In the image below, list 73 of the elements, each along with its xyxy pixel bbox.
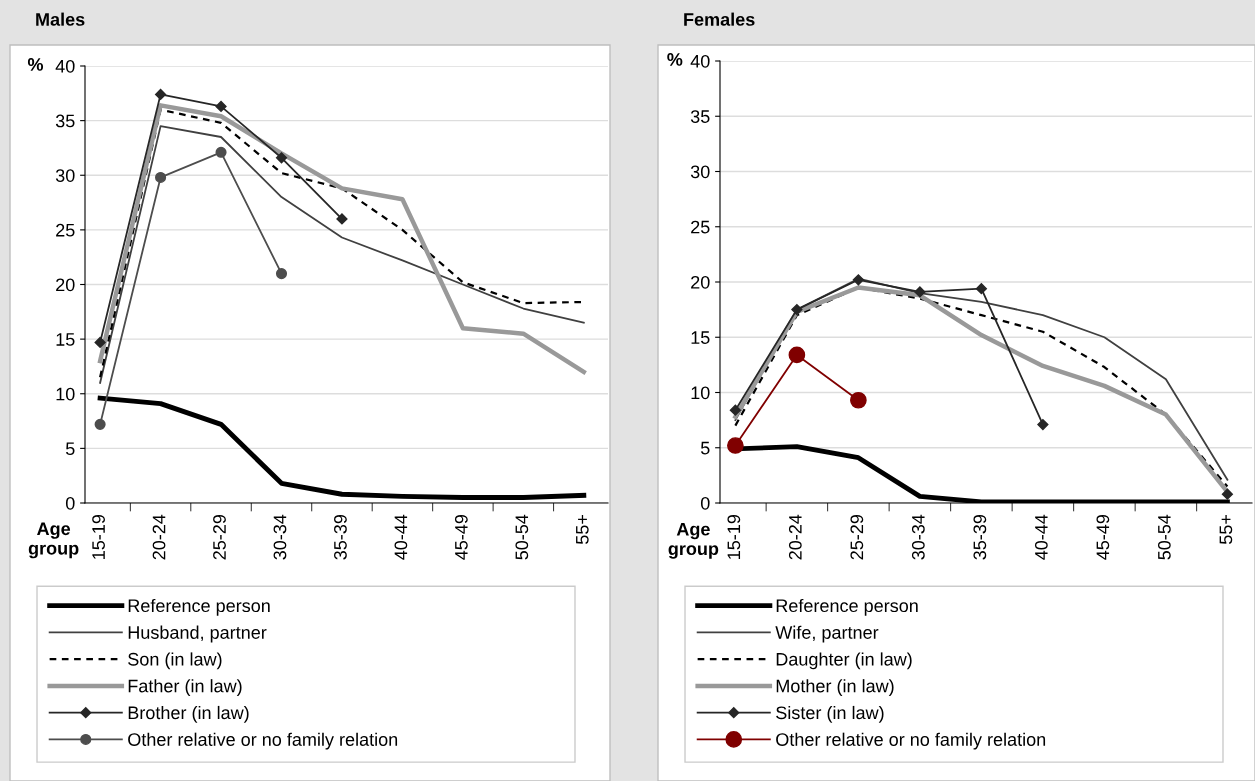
- point: [1037, 418, 1049, 431]
- x-tick-label: 35-39: [334, 514, 347, 560]
- legend-label: Other relative or no family relation: [128, 732, 398, 750]
- y-tick-label: 35: [690, 110, 710, 123]
- y-tick-label: 0: [65, 496, 75, 510]
- point: [154, 88, 167, 101]
- y-tick-label: 5: [65, 442, 75, 456]
- point: [1221, 488, 1234, 500]
- x-axis-title: Age group: [668, 522, 719, 559]
- y-axis-title: %: [667, 53, 683, 66]
- x-tick-label: 15-19: [727, 514, 741, 559]
- x-tick-label: 30-34: [911, 514, 925, 560]
- x-tick-label: 15-19: [92, 514, 105, 559]
- y-tick-label: 0: [700, 496, 710, 510]
- point: [94, 336, 106, 349]
- x-tick-label: 40-44: [1034, 514, 1048, 560]
- legend-label: Brother (in law): [128, 705, 249, 723]
- x-tick-label: 25-29: [213, 514, 226, 560]
- chart-title: Females: [684, 12, 755, 26]
- x-tick-label: 55+: [1219, 515, 1233, 545]
- legend-label: Sister (in law): [776, 705, 884, 723]
- legend-label: Reference person: [776, 598, 918, 616]
- legend-label: Son (in law): [128, 652, 222, 670]
- x-tick-label: 20-24: [152, 514, 166, 560]
- legend-label: Father (in law): [128, 679, 242, 696]
- point: [791, 304, 803, 316]
- x-tick-label: 50-54: [515, 514, 529, 560]
- x-tick-label: 20-24: [788, 514, 802, 560]
- y-tick-label: 10: [691, 386, 710, 400]
- y-tick-label: 5: [700, 441, 710, 455]
- x-tick-label: 45-49: [1096, 514, 1110, 560]
- point: [850, 391, 867, 409]
- y-axis-title: %: [27, 58, 44, 71]
- point: [94, 418, 106, 430]
- y-tick-label: 25: [56, 223, 75, 237]
- x-tick-label: 50-54: [1157, 514, 1171, 560]
- y-tick-label: 20: [56, 278, 75, 292]
- chart-title: Males: [36, 12, 85, 26]
- y-tick-label: 40: [55, 59, 75, 73]
- y-tick-label: 30: [55, 169, 75, 182]
- x-axis-title: Age group: [28, 522, 79, 559]
- y-tick-label: 15: [56, 333, 75, 346]
- x-tick-label: 55+: [576, 515, 589, 545]
- point: [155, 171, 167, 183]
- legend-label: Mother (in law): [776, 679, 894, 696]
- point: [788, 346, 806, 364]
- y-tick-label: 10: [56, 387, 75, 401]
- line-series: [97, 395, 587, 500]
- point: [215, 146, 227, 158]
- legend-label: Daughter (in law): [776, 652, 912, 670]
- point: [275, 268, 288, 280]
- x-tick-label: 25-29: [850, 514, 864, 560]
- point: [727, 437, 744, 454]
- point: [852, 274, 864, 286]
- point: [914, 286, 926, 298]
- x-tick-label: 30-34: [273, 514, 287, 560]
- x-tick-label: 35-39: [973, 514, 987, 560]
- y-tick-label: 20: [691, 275, 710, 289]
- legend-label: Husband, partner: [128, 625, 267, 643]
- point: [729, 404, 741, 416]
- y-tick-label: 25: [691, 220, 710, 234]
- legend-label: Reference person: [128, 598, 270, 616]
- y-tick-label: 40: [690, 54, 710, 68]
- y-tick-label: 35: [55, 114, 75, 128]
- point: [975, 283, 987, 295]
- x-tick-label: 40-44: [394, 514, 408, 560]
- point: [215, 100, 227, 113]
- legend-label: Wife, partner: [775, 625, 879, 643]
- y-tick-label: 15: [691, 331, 710, 344]
- x-tick-label: 45-49: [454, 514, 468, 560]
- y-tick-label: 30: [690, 165, 710, 179]
- point: [275, 152, 288, 164]
- legend-label: Other relative or no family relation: [776, 732, 1046, 750]
